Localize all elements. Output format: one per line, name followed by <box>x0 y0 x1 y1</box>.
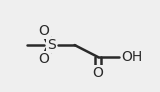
Text: S: S <box>47 38 55 52</box>
Text: OH: OH <box>122 50 143 64</box>
Text: O: O <box>39 24 50 38</box>
Text: O: O <box>39 52 50 66</box>
Text: O: O <box>93 66 104 80</box>
